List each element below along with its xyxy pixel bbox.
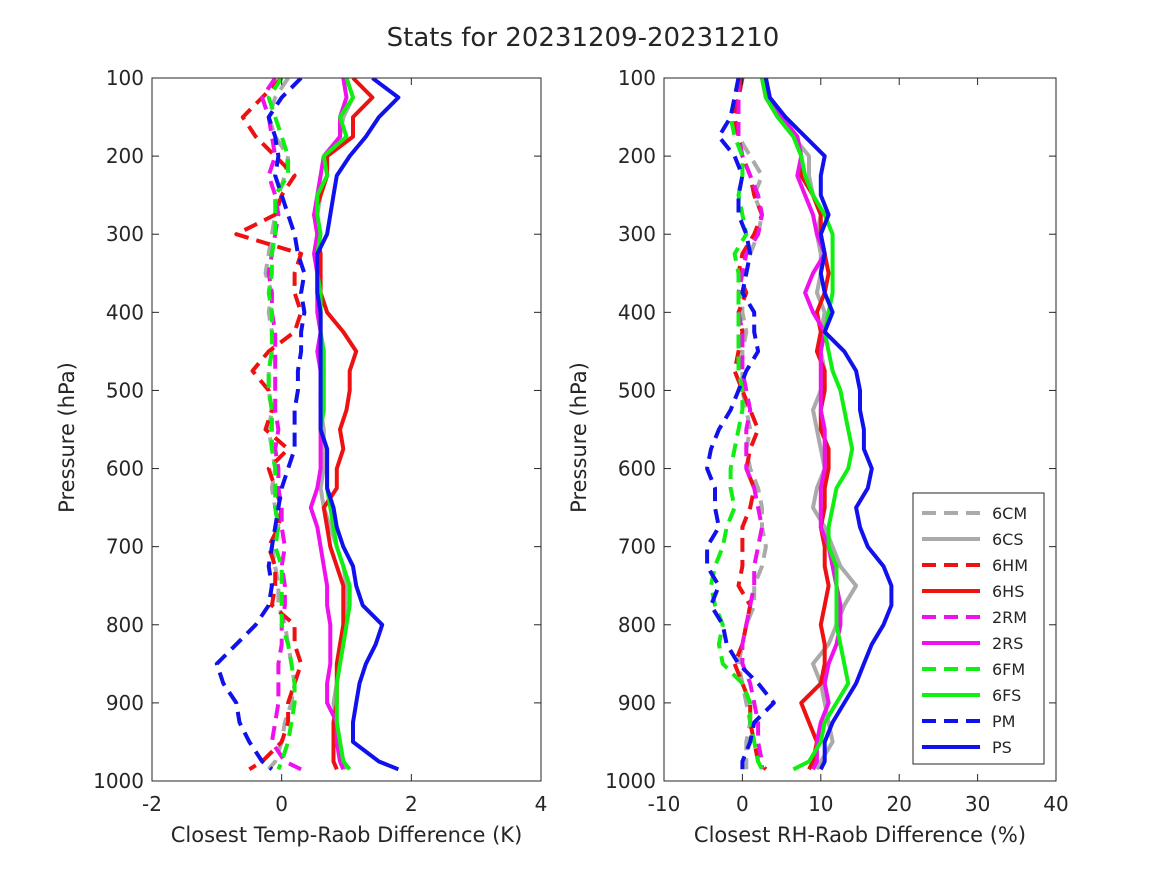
rh-x-tick-label: 40 [1043, 792, 1068, 816]
rh-y-tick-label: 100 [618, 66, 656, 90]
temp-x-axis-label: Closest Temp-Raob Difference (K) [171, 823, 523, 847]
legend: 6CM 6CS 6HM 6HS 2RM 2RS 6FM 6FS PM PS [912, 492, 1045, 765]
legend-label-6hs: 6HS [992, 582, 1024, 601]
temp-y-axis-label: Pressure (hPa) [55, 362, 79, 513]
temp-series-ps-line [315, 78, 401, 772]
temp-y-tick-label: 800 [106, 613, 144, 637]
rh-axes-box [663, 77, 1057, 782]
legend-label-pm: PM [992, 712, 1015, 731]
temp-y-tick-label: 200 [106, 144, 144, 168]
temp-y-tick-label: 500 [106, 378, 144, 402]
temp-x-tick-label: 4 [535, 792, 548, 816]
rh-series-6fm-line [709, 78, 764, 771]
legend-label-6cm: 6CM [992, 504, 1027, 523]
rh-series-pm-line [705, 78, 776, 770]
temp-y-tick-label: 300 [106, 222, 144, 246]
temperature-panel: -2 0 2 4 100 200 300 400 500 600 700 800 900 1000 Clos… [55, 66, 547, 847]
rh-series-group [705, 78, 894, 772]
temp-axes-box [151, 77, 542, 782]
rh-y-tick-label: 1000 [605, 769, 656, 793]
temp-y-tick-label: 700 [106, 535, 144, 559]
rh-panel: -10 0 10 20 30 40 100 200 300 400 500 600 700 800 900 1… [567, 66, 1069, 847]
legend-label-2rs: 2RS [992, 634, 1023, 653]
legend-label-6fm: 6FM [992, 660, 1025, 679]
rh-y-tick-label: 500 [618, 378, 656, 402]
rh-series-2rm-line [736, 78, 764, 770]
temp-x-tick-label: 0 [275, 792, 288, 816]
temp-y-tick-label: 600 [106, 457, 144, 481]
temp-y-tick-label: 900 [106, 691, 144, 715]
rh-y-tick-label: 800 [618, 613, 656, 637]
legend-label-6fs: 6FS [992, 686, 1021, 705]
rh-x-axis-label: Closest RH-Raob Difference (%) [694, 823, 1026, 847]
temp-y-tick-label: 1000 [93, 769, 144, 793]
temp-series-pm-line [214, 78, 307, 771]
rh-y-tick-label: 400 [618, 300, 656, 324]
rh-y-tick-label: 200 [618, 144, 656, 168]
rh-x-tick-label: -10 [648, 792, 681, 816]
rh-x-tick-label: 30 [965, 792, 990, 816]
rh-y-tick-label: 600 [618, 457, 656, 481]
temp-x-tick-label: -2 [142, 792, 162, 816]
rh-x-tick-label: 0 [736, 792, 749, 816]
legend-label-6cs: 6CS [992, 530, 1024, 549]
temp-y-tick-label: 400 [106, 300, 144, 324]
rh-y-tick-label: 700 [618, 535, 656, 559]
rh-y-axis-label: Pressure (hPa) [567, 362, 591, 513]
legend-label-ps: PS [992, 738, 1012, 757]
rh-y-tick-label: 900 [618, 691, 656, 715]
temp-series-group [214, 78, 401, 772]
rh-series-6fs-line [760, 78, 855, 772]
rh-series-2rs-line [763, 78, 843, 771]
rh-series-6cm-line [732, 78, 768, 770]
temp-series-6hm-line [234, 78, 304, 772]
rh-x-tick-label: 20 [886, 792, 911, 816]
rh-x-tick-label: 10 [808, 792, 833, 816]
rh-series-ps-line [763, 78, 894, 771]
temp-series-2rm-line [260, 78, 302, 772]
legend-label-2rm: 2RM [992, 608, 1027, 627]
rh-y-tick-label: 300 [618, 222, 656, 246]
legend-label-6hm: 6HM [992, 556, 1028, 575]
temp-y-tick-label: 100 [106, 66, 144, 90]
legend-box [912, 492, 1045, 765]
temp-series-6fm-line [266, 78, 297, 771]
rh-series-6hm-line [732, 78, 768, 771]
temp-x-tick-label: 2 [405, 792, 418, 816]
figure-title: Stats for 20231209-20231210 [387, 23, 780, 53]
temp-series-6hs-line [312, 78, 375, 771]
